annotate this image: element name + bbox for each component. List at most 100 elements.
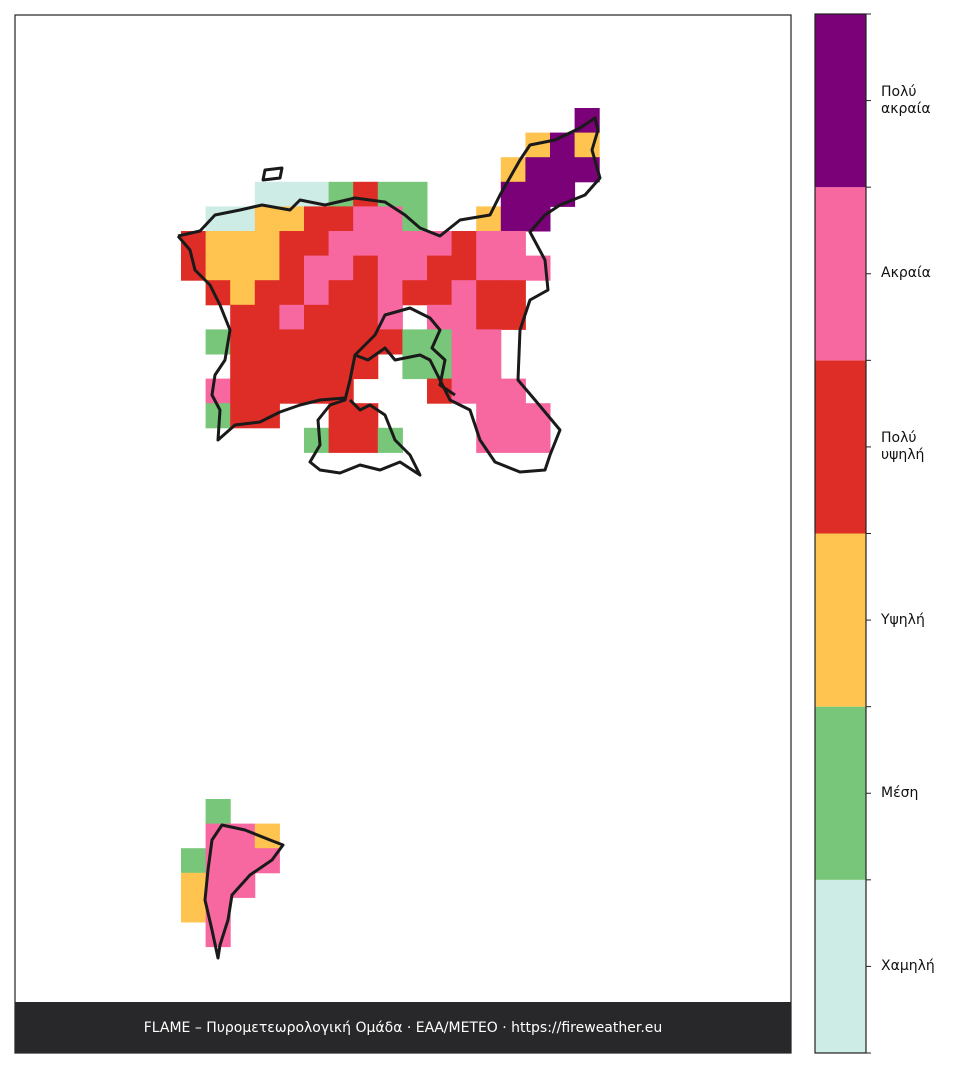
grid-cell (377, 181, 403, 207)
legend-label: Πολύ ακραία (881, 83, 931, 117)
grid-cell (328, 280, 354, 306)
grid-cell (205, 872, 231, 898)
grid-cell (230, 378, 256, 404)
grid-cell (550, 157, 576, 183)
grid-cell (279, 255, 305, 281)
grid-cell (476, 304, 502, 330)
grid-cell (304, 354, 330, 380)
grid-cell (476, 255, 502, 281)
grid-cell (304, 231, 330, 257)
grid-cell (254, 206, 280, 232)
grid-cell (402, 280, 428, 306)
grid-cell (525, 427, 551, 453)
grid-cell (279, 206, 305, 232)
grid-cell (500, 403, 526, 429)
grid-cell (254, 354, 280, 380)
colorbar-segment (815, 360, 866, 534)
grid-cell (230, 329, 256, 355)
grid-cell (254, 231, 280, 257)
grid-cell (500, 255, 526, 281)
colorbar-segment (815, 533, 866, 707)
grid-cell (304, 255, 330, 281)
grid-cell (476, 403, 502, 429)
grid-cell (353, 181, 379, 207)
colorbar-segment (815, 187, 866, 361)
grid-cell (181, 848, 207, 874)
grid-cell (353, 255, 379, 281)
legend-label: Ακραία (881, 265, 931, 282)
grid-cell (500, 378, 526, 404)
grid-cell (402, 206, 428, 232)
grid-cell (279, 354, 305, 380)
grid-cell (279, 378, 305, 404)
grid-cell (500, 231, 526, 257)
grid-cell (402, 181, 428, 207)
grid-cell (500, 206, 526, 232)
grid-cell (230, 848, 256, 874)
grid-cell (230, 231, 256, 257)
grid-cell (254, 280, 280, 306)
grid-cell (328, 255, 354, 281)
grid-cell (500, 280, 526, 306)
grid-cell (205, 231, 231, 257)
grid-cell (353, 231, 379, 257)
grid-cell (451, 354, 477, 380)
grid-cell (451, 304, 477, 330)
colorbar-segment (815, 879, 866, 1053)
colorbar-frame (814, 13, 867, 1054)
grid-cell (427, 354, 453, 380)
grid-cell (353, 304, 379, 330)
map-frame (14, 14, 792, 1054)
grid-cell (525, 206, 551, 232)
grid-cell (254, 181, 280, 207)
grid-cell (254, 304, 280, 330)
grid-cell (230, 304, 256, 330)
grid-cell (254, 403, 280, 429)
grid-cell (181, 897, 207, 923)
grid-cell (402, 329, 428, 355)
grid-cell (328, 427, 354, 453)
grid-cell (230, 280, 256, 306)
grid-cell (427, 255, 453, 281)
grid-cell (427, 280, 453, 306)
grid-cell (304, 304, 330, 330)
grid-cell (451, 329, 477, 355)
grid-cell (205, 799, 231, 825)
grid-cell (254, 329, 280, 355)
grid-cell (476, 280, 502, 306)
grid-cell (476, 378, 502, 404)
legend-label: Μέση (881, 784, 919, 801)
grid-cell (451, 280, 477, 306)
grid-cell (279, 181, 305, 207)
footer-text: FLAME – Πυρομετεωρολογική Ομάδα · ΕΑΑ/ME… (144, 1020, 663, 1036)
grid-cell (377, 231, 403, 257)
grid-cell (402, 231, 428, 257)
grid-cell (500, 427, 526, 453)
grid-cell (304, 280, 330, 306)
legend-label: Πολύ υψηλή (881, 429, 925, 463)
grid-cell (328, 206, 354, 232)
grid-cell (254, 378, 280, 404)
grid-cell (205, 823, 231, 849)
grid-cell (230, 255, 256, 281)
grid-cell (328, 231, 354, 257)
grid-cell (525, 181, 551, 207)
grid-cell (451, 231, 477, 257)
grid-cell (402, 255, 428, 281)
grid-cell (353, 280, 379, 306)
grid-cell (304, 329, 330, 355)
grid-cell (279, 329, 305, 355)
grid-cell (476, 206, 502, 232)
grid-cell (377, 280, 403, 306)
grid-cell (230, 354, 256, 380)
legend-label: Χαμηλή (881, 957, 935, 974)
grid-cell (205, 378, 231, 404)
colorbar-segment (815, 14, 866, 188)
colorbar-segment (815, 706, 866, 880)
footer-bar (15, 1002, 791, 1053)
grid-cell (377, 304, 403, 330)
grid-cell (279, 231, 305, 257)
grid-cell (279, 280, 305, 306)
